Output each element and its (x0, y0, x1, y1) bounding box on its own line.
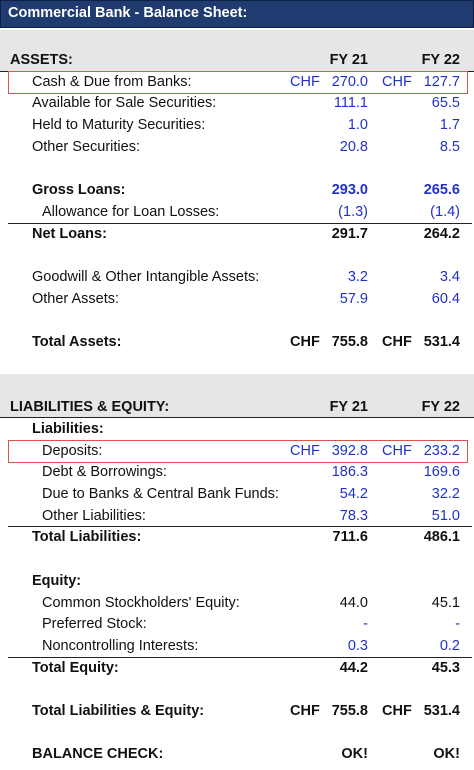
highlight-box (8, 439, 468, 463)
row-label: Equity: (32, 572, 82, 589)
total-rule (8, 526, 472, 528)
section-band (0, 374, 474, 418)
value-cell: 127.7 (423, 73, 460, 90)
value-cell: 65.5 (431, 95, 460, 112)
row-label: Net Loans: (32, 225, 107, 242)
row-label: Preferred Stock: (42, 616, 147, 633)
value-cell: (1.4) (430, 203, 460, 220)
value-cell: 291.7 (331, 225, 368, 242)
total-rule (8, 222, 472, 224)
currency-label: CHF (290, 73, 320, 90)
value-cell: 20.8 (339, 138, 368, 155)
total-rule (8, 656, 472, 658)
row-label: Allowance for Loan Losses: (42, 203, 220, 220)
column-header: FY 22 (421, 399, 460, 416)
value-cell: 45.1 (431, 594, 460, 611)
row-label: Gross Loans: (32, 182, 126, 199)
value-cell: 270.0 (331, 73, 368, 90)
value-cell: - (455, 616, 460, 633)
row-label: Available for Sale Securities: (32, 95, 217, 112)
row-label: Other Assets: (32, 290, 120, 307)
row-label: Deposits: (42, 442, 103, 459)
value-cell: 3.2 (347, 269, 368, 285)
value-cell: 78.3 (339, 507, 368, 524)
value-cell: (1.3) (338, 203, 368, 220)
value-cell: 169.6 (423, 464, 460, 481)
value-cell: 57.9 (339, 290, 368, 307)
row-label: Total Liabilities & Equity: (32, 703, 205, 719)
value-cell: 3.4 (439, 269, 460, 285)
value-cell: 111.1 (333, 95, 368, 112)
section-band (0, 30, 474, 72)
row-label: Due to Banks & Central Bank Funds: (42, 486, 279, 502)
value-cell: 265.6 (423, 182, 460, 199)
row-label: Total Equity: (32, 659, 119, 676)
section-title: LIABILITIES & EQUITY: (10, 399, 170, 416)
row-label: Liabilities: (32, 420, 104, 437)
value-cell: 264.2 (423, 225, 460, 242)
value-cell: 486.1 (423, 529, 460, 546)
value-cell: 186.3 (331, 464, 368, 481)
value-cell: 60.4 (431, 290, 460, 307)
value-cell: 51.0 (431, 507, 460, 524)
value-cell: 233.2 (423, 442, 460, 459)
row-label: BALANCE CHECK: (32, 746, 164, 763)
value-cell: 711.6 (332, 529, 369, 546)
value-cell: OK! (341, 746, 368, 763)
row-label: Held to Maturity Securities: (32, 117, 206, 134)
row-label: Common Stockholders' Equity: (42, 594, 240, 611)
value-cell: 0.2 (439, 637, 460, 654)
column-header: FY 22 (421, 52, 460, 68)
value-cell: OK! (433, 746, 460, 763)
title-bar (0, 0, 474, 28)
sheet-title: Commercial Bank - Balance Sheet: (8, 5, 248, 21)
value-cell: 44.0 (339, 594, 368, 611)
value-cell: 54.2 (339, 486, 368, 502)
currency-label: CHF (290, 334, 320, 351)
value-cell: 0.3 (347, 637, 368, 654)
value-cell: 531.4 (423, 703, 460, 719)
value-cell: 392.8 (331, 442, 368, 459)
value-cell: 44.2 (339, 659, 368, 676)
currency-label: CHF (382, 73, 412, 90)
value-cell: 1.7 (439, 117, 460, 134)
currency-label: CHF (382, 334, 412, 351)
currency-label: CHF (382, 703, 412, 719)
value-cell: 1.0 (347, 117, 368, 134)
value-cell: 45.3 (431, 659, 460, 676)
row-label: Debt & Borrowings: (42, 464, 167, 481)
value-cell: 755.8 (331, 703, 368, 719)
value-cell: 755.8 (331, 334, 368, 351)
section-title: ASSETS: (10, 52, 73, 68)
value-cell: 8.5 (439, 138, 460, 155)
value-cell: 32.2 (431, 486, 460, 502)
highlight-box (8, 70, 468, 94)
row-label: Goodwill & Other Intangible Assets: (32, 269, 260, 285)
currency-label: CHF (290, 442, 320, 459)
column-header: FY 21 (329, 52, 368, 68)
row-label: Total Liabilities: (32, 529, 142, 546)
value-cell: 293.0 (331, 182, 368, 199)
column-header: FY 21 (329, 399, 368, 416)
currency-label: CHF (290, 703, 320, 719)
row-label: Other Liabilities: (42, 507, 146, 524)
currency-label: CHF (382, 442, 412, 459)
row-label: Other Securities: (32, 138, 140, 155)
row-label: Total Assets: (32, 334, 122, 351)
value-cell: 531.4 (423, 334, 460, 351)
value-cell: - (363, 616, 368, 633)
row-label: Noncontrolling Interests: (42, 637, 199, 654)
row-label: Cash & Due from Banks: (32, 73, 192, 90)
